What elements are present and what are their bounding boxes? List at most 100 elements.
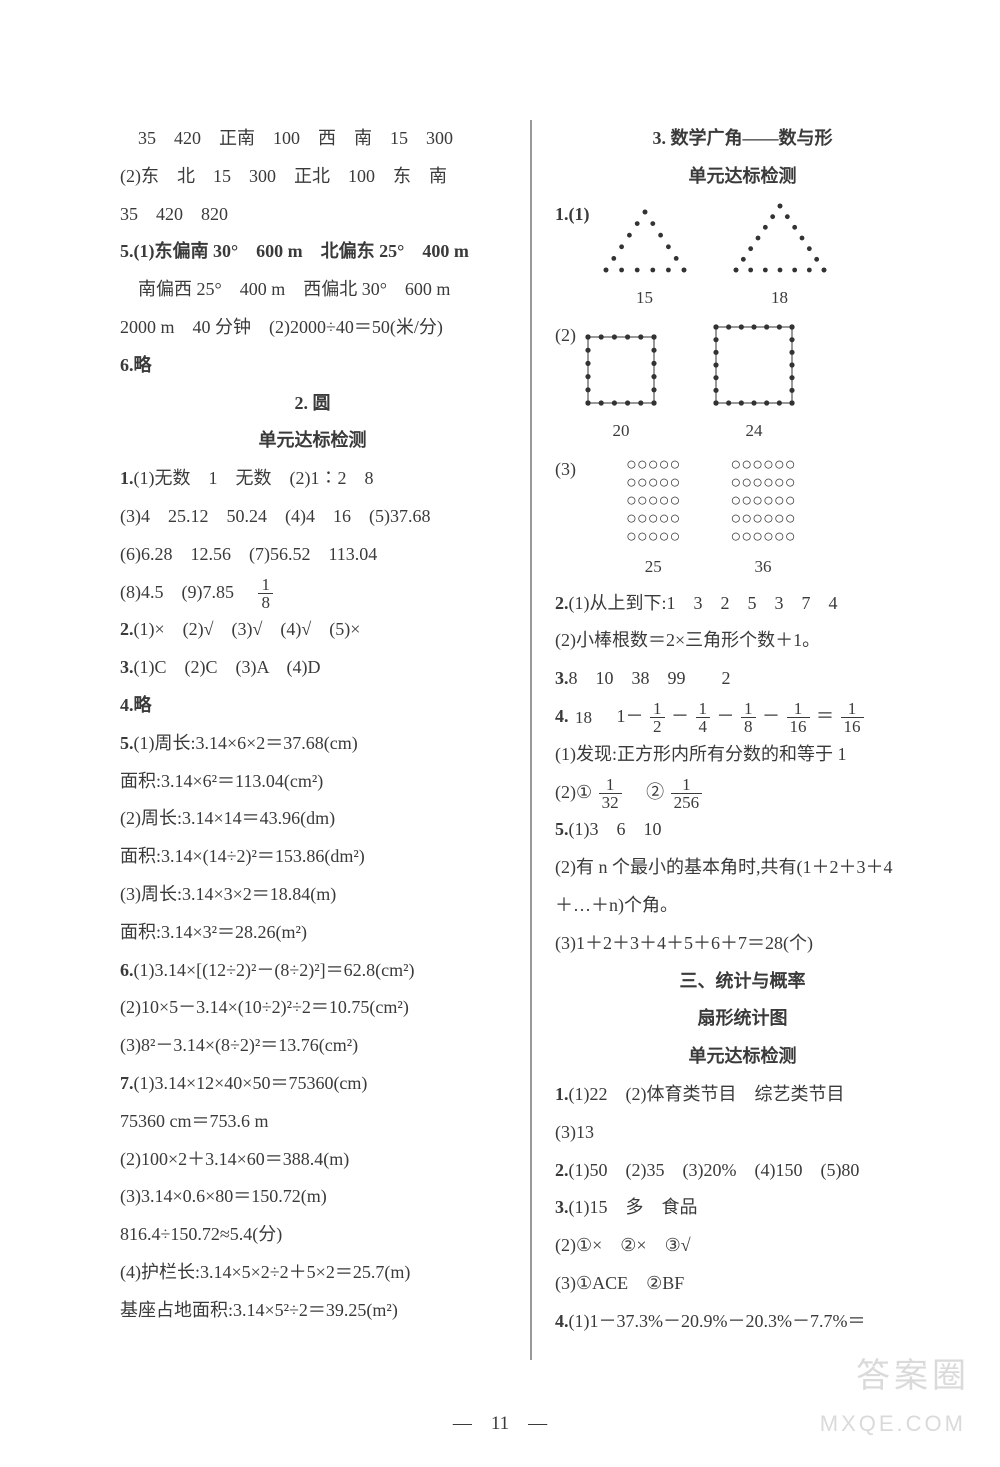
figure-caption: 25 (626, 549, 680, 585)
fraction: 116 (787, 700, 810, 735)
text: 8 10 38 99 2 (569, 668, 731, 688)
text: 5.(1)3 6 10 (555, 811, 930, 849)
text: (3)4 25.12 50.24 (4)4 16 (5)37.68 (120, 498, 505, 536)
text: ② (628, 782, 664, 802)
text: (3)1＋2＋3＋4＋5＋6＋7＝28(个) (555, 925, 930, 963)
text: (2) (555, 317, 576, 355)
fraction: 12 (650, 700, 665, 735)
text: 35 420 820 (120, 196, 505, 234)
text: 面积:3.14×3²＝28.26(m²) (120, 914, 505, 952)
figure-caption: 20 (582, 413, 660, 449)
subsection-heading: 单元达标检测 (555, 158, 930, 196)
text: (3)3.14×0.6×80＝150.72(m) (120, 1178, 505, 1216)
text: 1.(1)22 (2)体育类节目 综艺类节目 (555, 1076, 930, 1114)
text: 7.(1)3.14×12×40×50＝75360(cm) (120, 1065, 505, 1103)
text: (3)13 (555, 1114, 930, 1152)
text: (3)①ACE ②BF (555, 1265, 930, 1303)
text: (2)① 132 ② 1256 (555, 774, 930, 812)
text: 基座占地面积:3.14×5²÷2＝39.25(m²) (120, 1292, 505, 1330)
text: (3)8²－3.14×(8÷2)²＝13.76(cm²) (120, 1027, 505, 1065)
square-24-figure: 24 (710, 321, 798, 449)
text: － (717, 706, 735, 726)
text: 3.8 10 38 99 2 (555, 660, 930, 698)
circle-grid-icon: ○○○○○○○○○○○○○○○○○○○○○○○○○ (626, 455, 680, 545)
text: (1)× (2)√ (3)√ (4)√ (5)× (134, 619, 361, 639)
fraction: 116 (841, 700, 864, 735)
text: (1)3.14×[(12÷2)²－(8÷2)²]＝62.8(cm²) (134, 960, 415, 980)
text: 1－ (599, 706, 644, 726)
watermark-url: MXQE.COM (820, 1411, 966, 1437)
text: (8)4.5 (9)7.85 18 (120, 574, 505, 612)
text: 5.(1)东偏南 30° 600 m 北偏东 25° 400 m (120, 233, 505, 271)
right-column: 3. 数学广角——数与形 单元达标检测 1.(1) 15 18 (2) (525, 120, 930, 1341)
text: (6)6.28 12.56 (7)56.52 113.04 (120, 536, 505, 574)
text: (2)东 北 15 300 正北 100 东 南 (120, 158, 505, 196)
text: 4.(1)1－37.3%－20.9%－20.3%－7.7%＝ (555, 1303, 930, 1341)
fraction: 18 (741, 700, 756, 735)
text: 4. 18 1－ 12 － 14 － 18 － 116 ＝ 116 (555, 698, 930, 736)
text: 2000 m 40 分钟 (2)2000÷40＝50(米/分) (120, 309, 505, 347)
text: (1)3.14×12×40×50＝75360(cm) (134, 1073, 368, 1093)
text: (2)有 n 个最小的基本角时,共有(1＋2＋3＋4 (555, 849, 930, 887)
fraction: 132 (599, 776, 622, 811)
text: 3.(1)15 多 食品 (555, 1189, 930, 1227)
text: 5.(1)周长:3.14×6×2＝37.68(cm) (120, 725, 505, 763)
text: (1)3 6 10 (569, 819, 662, 839)
column-divider (530, 120, 532, 1360)
text: (3) (555, 451, 576, 489)
subsection-heading: 单元达标检测 (120, 422, 505, 460)
text: 4.略 (120, 687, 505, 725)
text: 6.(1)3.14×[(12÷2)²－(8÷2)²]＝62.8(cm²) (120, 952, 505, 990)
section-heading: 三、统计与概率 (555, 963, 930, 1001)
text: 4. (555, 706, 569, 726)
text: － (762, 706, 780, 726)
fraction: 18 (575, 709, 592, 726)
section-heading: 2. 圆 (120, 385, 505, 423)
subsection-heading: 单元达标检测 (555, 1038, 930, 1076)
text: (2)①× ②× ③√ (555, 1227, 930, 1265)
text: 面积:3.14×(14÷2)²＝153.86(dm²) (120, 838, 505, 876)
watermark-text: 答案圈 (856, 1348, 970, 1397)
triangle-dots-icon (730, 200, 830, 276)
text: 南偏西 25° 400 m 西偏北 30° 600 m (120, 271, 505, 309)
triangle-dots-icon (600, 206, 690, 276)
text: (2)周长:3.14×14＝43.96(dm) (120, 800, 505, 838)
figure-caption: 24 (710, 413, 798, 449)
fraction: 18 (258, 576, 273, 611)
text: 1.(1)无数 1 无数 (2)1∶2 8 (120, 460, 505, 498)
text: (2)① (555, 782, 592, 802)
figure-caption: 36 (730, 549, 795, 585)
text: (2)10×5－3.14×(10÷2)²÷2＝10.75(cm²) (120, 989, 505, 1027)
text: (4)护栏长:3.14×5×2÷2＋5×2＝25.7(m) (120, 1254, 505, 1292)
text: ＋…＋n)个角。 (555, 887, 930, 925)
grid-36-figure: ○○○○○○○○○○○○○○○○○○○○○○○○○○○○○○ 36 (730, 455, 795, 585)
fraction: 14 (696, 700, 711, 735)
text: (1)15 多 食品 (569, 1197, 698, 1217)
text: 2.(1)从上到下:1 3 2 5 3 7 4 (555, 585, 930, 623)
text: (1)1－37.3%－20.9%－20.3%－7.7%＝ (569, 1311, 866, 1331)
triangle-18-figure: 18 (730, 200, 830, 316)
figure-caption: 18 (730, 280, 830, 316)
grid-25-figure: ○○○○○○○○○○○○○○○○○○○○○○○○○ 25 (626, 455, 680, 585)
text: (2)小棒根数＝2×三角形个数＋1。 (555, 622, 930, 660)
text: 2.(1)50 (2)35 (3)20% (4)150 (5)80 (555, 1152, 930, 1190)
text: 1.(1) (555, 196, 590, 234)
circle-grid-icon: ○○○○○○○○○○○○○○○○○○○○○○○○○○○○○○ (730, 455, 795, 545)
text: (1)50 (2)35 (3)20% (4)150 (5)80 (569, 1160, 860, 1180)
subsection-heading: 扇形统计图 (555, 1000, 930, 1038)
text: 2.(1)× (2)√ (3)√ (4)√ (5)× (120, 611, 505, 649)
text: 3.(1)C (2)C (3)A (4)D (120, 649, 505, 687)
text: (3)周长:3.14×3×2＝18.84(m) (120, 876, 505, 914)
text: (1)无数 1 无数 (2)1∶2 8 (134, 468, 374, 488)
text: ＝ (816, 706, 834, 726)
text: (1)C (2)C (3)A (4)D (134, 657, 321, 677)
square-20-figure: 20 (582, 331, 660, 449)
text: 75360 cm＝753.6 m (120, 1103, 505, 1141)
triangle-15-figure: 15 (600, 206, 690, 316)
square-dots-icon (582, 331, 660, 409)
section-heading: 3. 数学广角——数与形 (555, 120, 930, 158)
text: 816.4÷150.72≈5.4(分) (120, 1216, 505, 1254)
text: (1)周长:3.14×6×2＝37.68(cm) (134, 733, 358, 753)
square-dots-icon (710, 321, 798, 409)
figure-caption: 15 (600, 280, 690, 316)
